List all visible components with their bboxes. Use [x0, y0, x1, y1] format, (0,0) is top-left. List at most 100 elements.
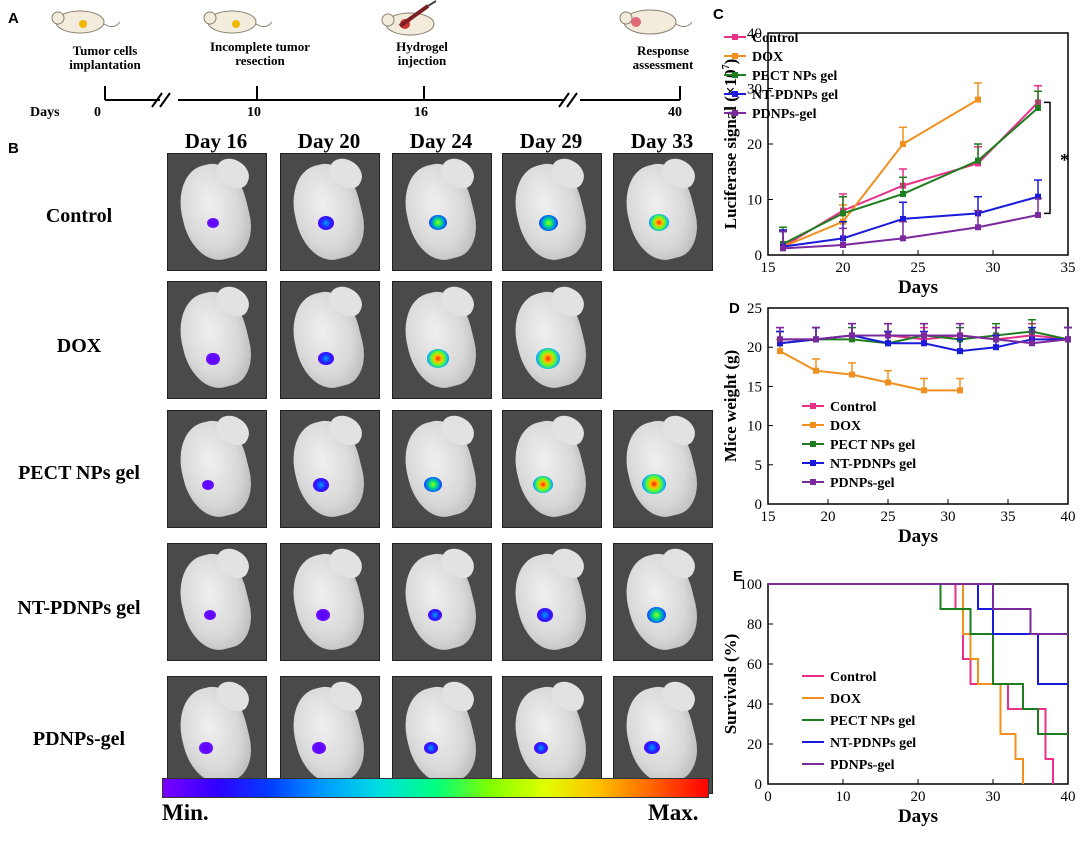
timeline-event-label: Hydrogel injection — [396, 39, 448, 68]
bioluminescence-image — [280, 410, 380, 528]
data-point — [921, 387, 927, 394]
data-point — [900, 141, 906, 147]
y-tick-label: 20 — [747, 137, 762, 153]
mouse-icon — [203, 10, 273, 34]
tumor-signal-spot — [427, 608, 443, 622]
day-column-header: Day 24 — [409, 129, 473, 153]
group-row-label: DOX — [56, 335, 102, 357]
panel-label-e: E — [733, 568, 744, 585]
x-tick-label: 30 — [941, 509, 956, 525]
x-tick-label: 20 — [821, 509, 836, 525]
data-point — [849, 336, 855, 343]
panel-label-c: C — [713, 6, 724, 23]
tumor-signal-spot — [644, 741, 660, 755]
timeline-event-label: Incomplete tumor resection — [209, 39, 310, 68]
bioluminescence-image — [392, 676, 492, 794]
legend-entry: DOX — [752, 50, 783, 65]
x-tick-label: 35 — [1001, 509, 1016, 525]
timeline-diagram — [51, 0, 693, 108]
bioluminescence-image — [280, 281, 380, 399]
y-tick-label: 10 — [747, 193, 762, 209]
day-column-header: Day 29 — [519, 129, 583, 153]
x-axis-label: Days — [898, 277, 938, 298]
data-point — [1035, 104, 1041, 111]
bioluminescence-image — [392, 153, 492, 271]
tumor-signal-spot — [203, 609, 217, 621]
scale-min-label: Min. — [162, 800, 209, 825]
y-axis-label: Survivals (%) — [721, 634, 740, 735]
data-point — [957, 332, 963, 339]
day-column-header: Day 33 — [630, 129, 694, 153]
x-axis-label: Days — [898, 806, 938, 827]
legend-marker — [810, 460, 816, 466]
legend-entry: NT-PDNPs gel — [752, 88, 838, 103]
mouse-icon — [619, 9, 693, 35]
data-point — [993, 344, 999, 351]
legend-marker — [732, 34, 738, 40]
data-point — [975, 224, 981, 231]
luciferase-chart: 15 20 25 30 35 0 10 20 30 40 Days Luciferase signal… — [721, 26, 1076, 298]
syringe-mouse-icon — [381, 0, 437, 36]
legend-marker — [810, 403, 816, 409]
bioluminescence-image — [502, 676, 602, 794]
data-point — [1035, 212, 1041, 219]
legend-entry: PECT NPs gel — [830, 714, 915, 729]
x-tick-label: 25 — [911, 260, 926, 276]
timeline-event-label: Tumor cells implantation — [69, 43, 141, 72]
legend-marker — [732, 53, 738, 59]
y-tick-label: 80 — [747, 617, 762, 633]
timeline-ticks — [104, 86, 681, 100]
legend-marker — [732, 110, 738, 116]
bioluminescence-image — [167, 153, 267, 271]
data-point — [900, 190, 906, 197]
tumor-signal-spot — [312, 477, 330, 492]
data-point — [921, 340, 927, 347]
data-point — [849, 332, 855, 339]
legend-entry: NT-PDNPs gel — [830, 736, 916, 751]
legend-entry: PDNPs-gel — [752, 107, 817, 122]
data-point — [957, 387, 963, 394]
x-tick-label: 0 — [764, 789, 772, 805]
bioluminescence-image — [613, 676, 713, 794]
data-point — [900, 215, 906, 222]
bioluminescence-image — [280, 676, 380, 794]
tumor-signal-spot — [532, 475, 554, 494]
data-point — [1029, 340, 1035, 347]
legend-marker — [810, 422, 816, 428]
legend-entry: PECT NPs gel — [752, 69, 837, 84]
tumor-signal-spot — [206, 353, 220, 365]
y-tick-label: 15 — [747, 379, 762, 395]
bioluminescence-image — [167, 281, 267, 399]
series-line — [782, 195, 1039, 248]
data-point — [885, 340, 891, 347]
series-line — [768, 583, 1068, 635]
y-tick-label: 0 — [755, 777, 763, 793]
data-point — [885, 332, 891, 339]
x-tick-label: 40 — [1061, 789, 1076, 805]
x-tick-label: 40 — [1061, 509, 1076, 525]
data-point — [993, 336, 999, 343]
bioluminescence-image — [502, 153, 602, 271]
data-point — [957, 348, 963, 355]
bioluminescence-image — [167, 676, 267, 794]
tumor-signal-spot — [427, 349, 449, 368]
scale-max-label: Max. — [648, 800, 699, 825]
data-point — [885, 379, 891, 386]
panel-label-a: A — [8, 10, 19, 27]
y-axis-label: Mice weight (g) — [721, 350, 740, 462]
data-point — [777, 348, 783, 355]
y-tick-label: 20 — [747, 340, 762, 356]
y-tick-label: 40 — [747, 26, 762, 42]
data-point — [777, 336, 783, 343]
series-line — [779, 350, 960, 392]
plot-frame — [767, 307, 1069, 505]
data-point — [813, 367, 819, 374]
series-line — [782, 98, 979, 248]
tumor-signal-spot — [648, 213, 670, 232]
bioluminescence-image — [502, 543, 602, 661]
panel-label-d: D — [729, 300, 740, 317]
tumor-signal-spot — [201, 479, 215, 491]
x-tick-label: 20 — [911, 789, 926, 805]
y-tick-label: 5 — [755, 458, 763, 474]
